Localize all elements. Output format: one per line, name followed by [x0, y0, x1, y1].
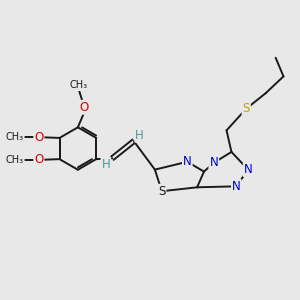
Text: CH₃: CH₃ [6, 132, 24, 142]
Text: N: N [232, 180, 241, 193]
Text: H: H [135, 129, 144, 142]
Text: CH₃: CH₃ [6, 155, 24, 165]
Text: S: S [158, 185, 166, 198]
Text: S: S [242, 102, 250, 115]
Text: N: N [244, 163, 253, 176]
Text: O: O [80, 101, 89, 114]
Text: O: O [34, 131, 44, 144]
Text: O: O [34, 153, 44, 166]
Text: N: N [183, 155, 192, 168]
Text: H: H [101, 158, 110, 171]
Text: N: N [209, 156, 218, 169]
Text: CH₃: CH₃ [69, 80, 88, 90]
